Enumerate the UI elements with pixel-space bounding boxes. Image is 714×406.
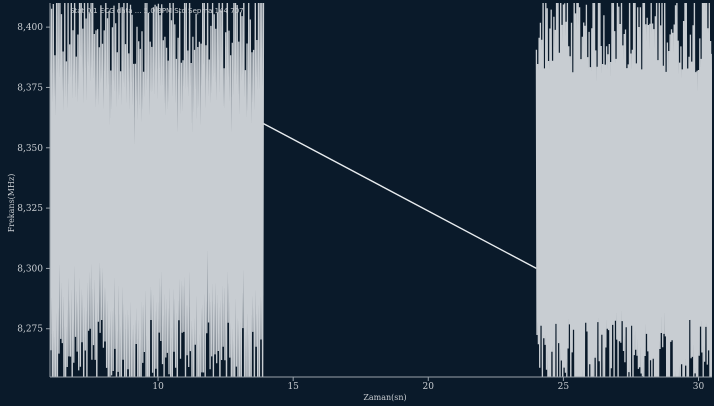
x-tick-label: 15: [287, 382, 299, 392]
y-tick-label: 8,400: [17, 23, 43, 33]
y-tick-label: 8,350: [17, 144, 43, 154]
x-tick-label: 30: [693, 382, 705, 392]
y-tick-label: 8,275: [17, 325, 43, 335]
series-oscillation-segment-0: [50, 3, 265, 377]
series-line-segment-1: [263, 122, 537, 270]
y-axis-title: Frekans(MHz): [7, 174, 16, 233]
y-tick-label: 8,325: [17, 204, 43, 214]
x-axis-title: Zaman(sn): [363, 393, 406, 402]
x-tick-label: 25: [558, 382, 570, 392]
header-info-text: Stat 0.1 ECG data ... 5.0 BPM Std Sepma …: [70, 7, 244, 15]
y-tick-label: 8,375: [17, 83, 43, 93]
x-tick-label: 10: [152, 382, 164, 392]
y-tick-label: 8,300: [17, 264, 43, 274]
plot-layer: [50, 3, 712, 377]
x-tick-label: 20: [423, 382, 435, 392]
axis-layer: 8,275 8,300 8,325 8,350 8,375 8,400 10 15 20 25 30: [17, 3, 712, 392]
series-oscillation-segment-2: [535, 3, 712, 377]
